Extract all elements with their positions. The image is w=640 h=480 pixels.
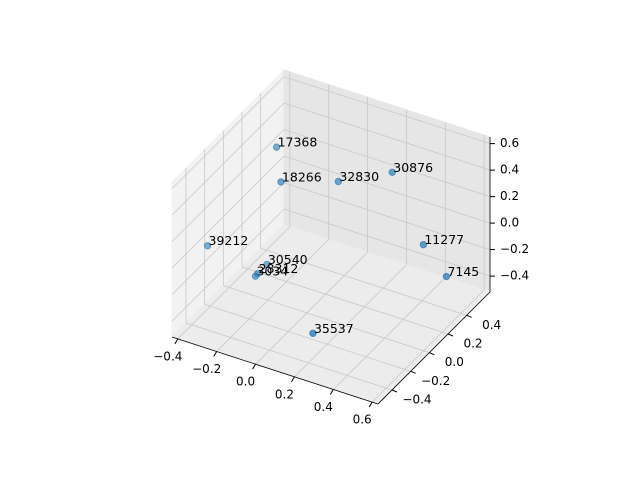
grid-line [171, 182, 285, 295]
z-tick-label: 0.2 [500, 189, 519, 203]
grid-line [171, 155, 285, 269]
grid-line [177, 226, 291, 340]
grid-line [223, 285, 430, 354]
x-tick [252, 363, 256, 370]
axis-line [171, 336, 379, 405]
point-label: 17368 [278, 135, 318, 150]
x-tick [174, 338, 179, 345]
grid-line [283, 155, 491, 224]
grid-line [333, 277, 446, 390]
z-tick-label: 0.6 [500, 136, 519, 150]
grid-line [185, 322, 393, 391]
grid-line [216, 239, 329, 352]
x-tick-label: 0.6 [353, 413, 372, 427]
y-tick [391, 389, 398, 393]
y-tick-label: 0.4 [482, 318, 501, 332]
point-label: 30540 [268, 252, 308, 267]
grid-line [171, 208, 285, 322]
x-tick [329, 389, 334, 395]
z-tick-label: 0.0 [500, 216, 519, 230]
x-tick-label: 0.2 [275, 387, 294, 401]
grid-line [283, 102, 491, 171]
point [263, 260, 271, 269]
point-label: 18266 [282, 169, 322, 184]
grid-line [283, 129, 491, 197]
point [419, 240, 428, 249]
point [272, 143, 281, 151]
point-label: 32830 [339, 169, 379, 184]
y-tick-label: 0.0 [445, 355, 464, 369]
point-label: 7145 [447, 264, 479, 279]
grid-line [294, 264, 407, 378]
grid-line [283, 182, 491, 250]
z-tick-label: 0.4 [500, 163, 519, 177]
point [253, 269, 262, 278]
x-tick-label: 0.0 [236, 375, 255, 389]
point-label: 28312 [259, 261, 299, 276]
x-tick [213, 351, 218, 357]
grid-line [241, 266, 449, 335]
y-tick [410, 370, 416, 374]
grid-line [283, 208, 491, 277]
y-tick [466, 314, 472, 318]
point [277, 178, 285, 186]
grid-line [283, 76, 491, 145]
grid-line [260, 247, 467, 316]
point-label: 11277 [424, 232, 464, 247]
y-tick-label: −0.2 [421, 374, 450, 388]
point-label: 35537 [314, 321, 354, 336]
grid-line [171, 129, 285, 242]
y-tick [447, 333, 454, 337]
grid-line [255, 251, 368, 365]
grid-line [171, 76, 285, 189]
z-tick-label: −0.4 [500, 269, 529, 283]
point-label: 39212 [209, 233, 249, 248]
x-tick-label: −0.4 [153, 349, 182, 363]
x-tick-label: 0.4 [314, 400, 333, 414]
point-label: 3034 [256, 264, 288, 279]
point [334, 177, 343, 186]
axis-line [377, 291, 491, 405]
grid-line [204, 303, 411, 372]
point-label: 30876 [393, 160, 433, 175]
y-tick-label: −0.4 [402, 393, 431, 407]
grid-line [371, 289, 485, 403]
x-tick [291, 376, 295, 383]
grid-line [171, 102, 285, 216]
y-tick-label: 0.2 [463, 337, 482, 351]
x-tick-label: −0.2 [192, 362, 221, 376]
point [388, 168, 396, 176]
x-tick [368, 401, 373, 408]
z-tick-label: −0.2 [500, 242, 529, 256]
point [309, 329, 317, 337]
point [203, 242, 212, 250]
point [442, 272, 451, 281]
y-tick [429, 352, 435, 356]
